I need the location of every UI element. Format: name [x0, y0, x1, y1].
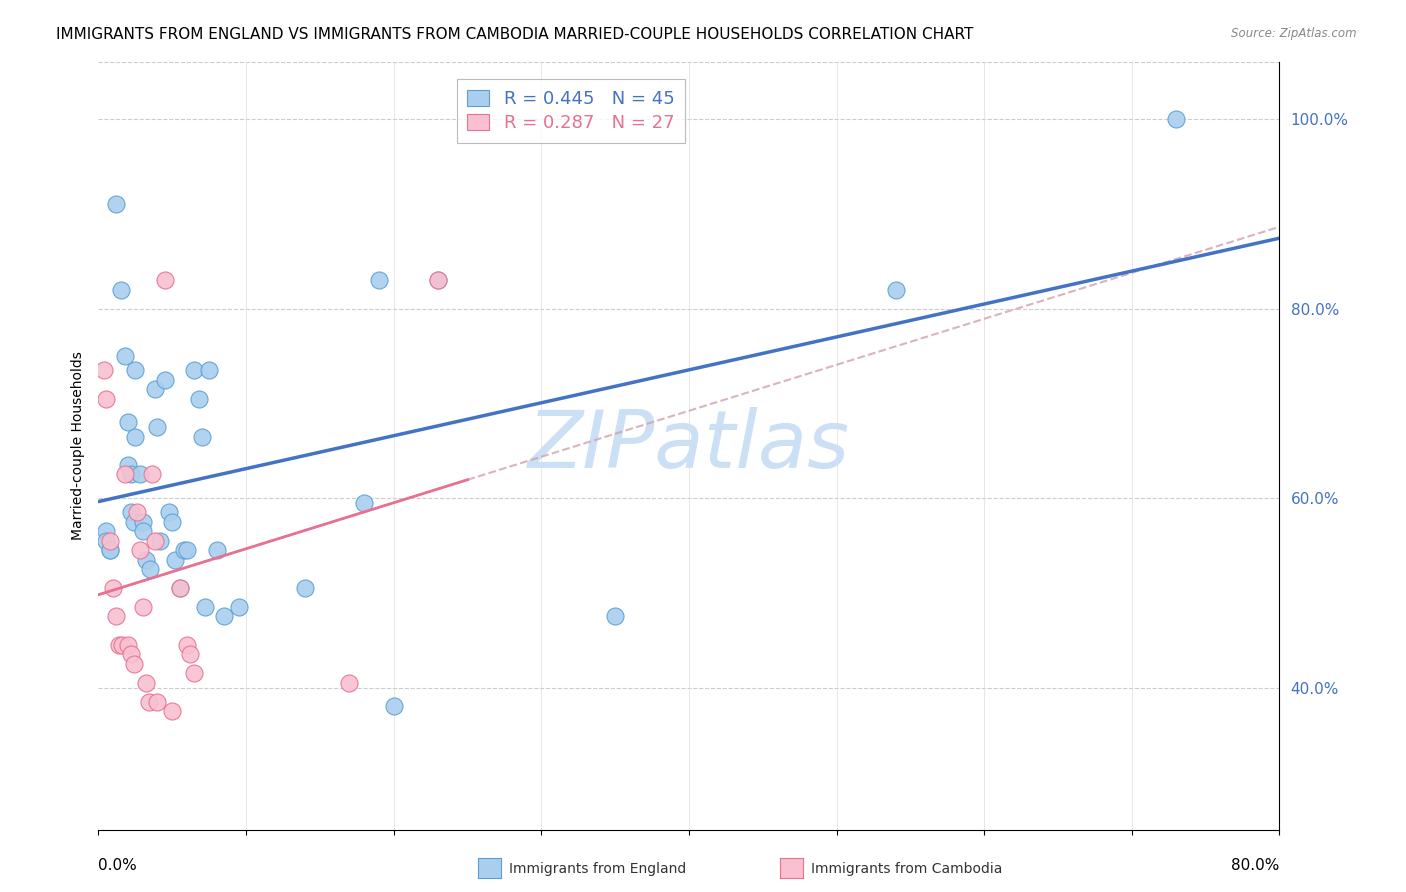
Point: [93, 363, 115, 377]
Point: [427, 273, 450, 287]
Point: [146, 695, 169, 709]
Point: [132, 599, 155, 614]
Point: [183, 666, 205, 681]
Point: [124, 363, 146, 377]
Point: [368, 273, 391, 287]
Point: [141, 467, 163, 482]
Point: [1166, 112, 1188, 127]
Point: [108, 638, 131, 652]
Legend: R = 0.445   N = 45, R = 0.287   N = 27: R = 0.445 N = 45, R = 0.287 N = 27: [457, 79, 685, 143]
Point: [169, 581, 191, 595]
Point: [194, 599, 217, 614]
Point: [132, 524, 155, 539]
Point: [122, 657, 145, 671]
Point: [173, 543, 195, 558]
Point: [117, 415, 139, 429]
Point: [157, 505, 180, 519]
Point: [138, 695, 160, 709]
Text: 80.0%: 80.0%: [1232, 858, 1279, 873]
Point: [187, 392, 209, 406]
Point: [153, 273, 176, 287]
Text: IMMIGRANTS FROM ENGLAND VS IMMIGRANTS FROM CAMBODIA MARRIED-COUPLE HOUSEHOLDS CO: IMMIGRANTS FROM ENGLAND VS IMMIGRANTS FR…: [56, 27, 973, 42]
Point: [98, 543, 121, 558]
Point: [176, 543, 198, 558]
Text: ZIPatlas: ZIPatlas: [527, 407, 851, 485]
Y-axis label: Married-couple Households: Married-couple Households: [70, 351, 84, 541]
Point: [165, 552, 187, 566]
Point: [339, 675, 361, 690]
Point: [122, 515, 145, 529]
Point: [191, 429, 214, 443]
Point: [135, 552, 157, 566]
Point: [162, 515, 183, 529]
Point: [94, 524, 117, 539]
Point: [135, 675, 157, 690]
Point: [94, 533, 117, 548]
Point: [884, 283, 907, 297]
Point: [179, 648, 201, 662]
Point: [382, 699, 405, 714]
Point: [117, 458, 139, 472]
Point: [103, 581, 125, 595]
Text: 0.0%: 0.0%: [98, 858, 138, 873]
Point: [98, 543, 121, 558]
Point: [111, 638, 134, 652]
Point: [120, 505, 142, 519]
Point: [98, 533, 121, 548]
Point: [149, 533, 172, 548]
Point: [124, 429, 146, 443]
Point: [228, 599, 250, 614]
Point: [128, 543, 150, 558]
Point: [114, 349, 136, 363]
Point: [143, 382, 166, 396]
Point: [105, 197, 128, 211]
Point: [183, 363, 205, 377]
Point: [169, 581, 191, 595]
Point: [605, 609, 627, 624]
Point: [353, 496, 375, 510]
Point: [139, 562, 162, 576]
Point: [153, 373, 176, 387]
Point: [105, 609, 128, 624]
Point: [212, 609, 235, 624]
Point: [125, 505, 148, 519]
Point: [94, 392, 117, 406]
Point: [427, 273, 450, 287]
Point: [120, 467, 142, 482]
Text: Immigrants from Cambodia: Immigrants from Cambodia: [811, 862, 1002, 876]
Point: [162, 704, 183, 718]
Point: [205, 543, 228, 558]
Point: [132, 515, 155, 529]
Point: [120, 648, 142, 662]
Point: [176, 638, 198, 652]
Point: [114, 467, 136, 482]
Point: [110, 283, 132, 297]
Text: Immigrants from England: Immigrants from England: [509, 862, 686, 876]
Point: [294, 581, 316, 595]
Point: [146, 420, 169, 434]
Point: [143, 533, 166, 548]
Point: [117, 638, 139, 652]
Point: [198, 363, 221, 377]
Text: Source: ZipAtlas.com: Source: ZipAtlas.com: [1232, 27, 1357, 40]
Point: [128, 467, 150, 482]
